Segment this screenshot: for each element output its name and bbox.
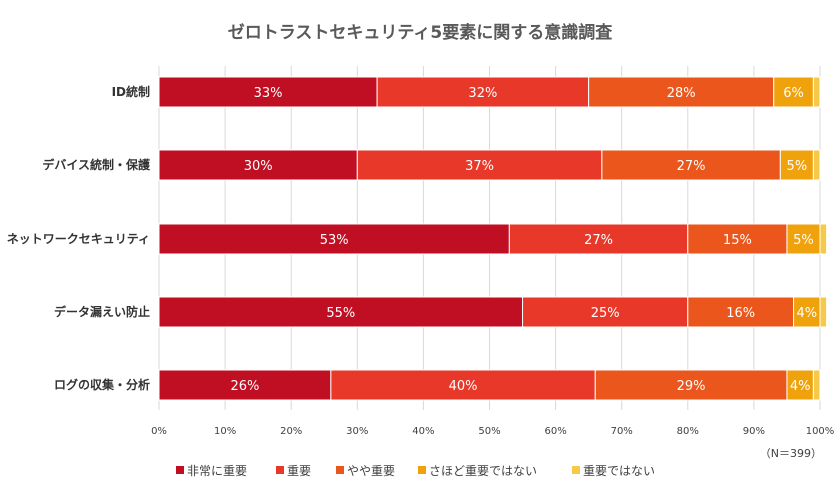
bar-segment xyxy=(812,76,821,108)
bar-segment xyxy=(687,296,795,328)
data-label: 37% xyxy=(465,159,494,174)
bar-segment xyxy=(812,369,821,401)
sample-size-note: （N＝399） xyxy=(760,447,822,460)
data-label: 53% xyxy=(320,233,349,248)
x-tick-label: 50% xyxy=(478,426,500,437)
x-tick-label: 10% xyxy=(214,426,236,437)
category-label: ネットワークセキュリティ xyxy=(7,232,150,246)
x-tick-label: 70% xyxy=(611,426,633,437)
data-label: 5% xyxy=(787,159,808,174)
bar-segment xyxy=(522,296,689,328)
bar-segment xyxy=(793,296,821,328)
x-tick-label: 20% xyxy=(280,426,302,437)
bar-segment xyxy=(786,223,821,255)
data-label: 27% xyxy=(677,159,706,174)
bar-segment xyxy=(356,149,603,181)
legend-label: やや重要 xyxy=(347,464,395,478)
x-tick-label: 80% xyxy=(677,426,699,437)
data-label: 16% xyxy=(726,306,755,321)
data-label: 5% xyxy=(793,233,814,248)
x-tick-label: 40% xyxy=(412,426,434,437)
bar-segment xyxy=(812,149,821,181)
bar-segment xyxy=(158,296,524,328)
category-label: データ漏えい防止 xyxy=(54,304,150,319)
legend-label: 重要 xyxy=(287,464,311,478)
data-label: 32% xyxy=(468,86,497,101)
data-label: 15% xyxy=(723,233,752,248)
data-label: 40% xyxy=(449,379,478,394)
bar-segment xyxy=(158,369,332,401)
x-axis-ticks: 0% 10% 20% 30% 40% 50% 60% 70% 80% 90% 100% xyxy=(151,426,834,437)
data-label: 4% xyxy=(796,306,817,321)
data-label: 25% xyxy=(591,306,620,321)
legend-swatch xyxy=(418,466,426,474)
x-tick-label: 30% xyxy=(346,426,368,437)
bar-segment xyxy=(330,369,596,401)
data-label: 4% xyxy=(790,379,811,394)
bar-segment xyxy=(687,223,788,255)
data-label: 28% xyxy=(667,86,696,101)
category-label: デバイス統制・保護 xyxy=(42,157,151,172)
x-tick-label: 60% xyxy=(544,426,566,437)
bar-segment xyxy=(508,223,689,255)
bar-segment xyxy=(819,296,828,328)
bar-segment xyxy=(158,76,378,108)
x-tick-label: 90% xyxy=(743,426,765,437)
x-tick-label: 100% xyxy=(806,426,835,437)
category-label: ログの収集・分析 xyxy=(54,377,150,392)
legend: 非常に重要 重要 やや重要 さほど重要ではない 重要ではない xyxy=(176,464,655,478)
bar-segment xyxy=(786,369,814,401)
legend-label: 非常に重要 xyxy=(187,464,247,478)
legend-label: 重要ではない xyxy=(583,464,655,478)
category-label: ID統制 xyxy=(112,84,150,99)
data-label: 27% xyxy=(584,233,613,248)
legend-swatch xyxy=(572,466,580,474)
bar-segment xyxy=(601,149,781,181)
legend-swatch xyxy=(336,466,344,474)
legend-swatch xyxy=(276,466,284,474)
bar-segment xyxy=(158,149,358,181)
legend-swatch xyxy=(176,466,184,474)
bar-segment xyxy=(819,223,828,255)
data-label: 55% xyxy=(326,306,355,321)
bar-segment xyxy=(376,76,590,108)
bar-segment xyxy=(594,369,788,401)
bar-segment xyxy=(158,223,510,255)
data-label: 30% xyxy=(244,159,273,174)
data-label: 6% xyxy=(783,86,804,101)
category-labels: ID統制デバイス統制・保護ネットワークセキュリティデータ漏えい防止ログの収集・分… xyxy=(7,84,151,392)
legend-label: さほど重要ではない xyxy=(429,464,537,478)
data-label: 33% xyxy=(254,86,283,101)
x-tick-label: 0% xyxy=(151,426,167,437)
data-label: 26% xyxy=(230,379,259,394)
bars: 33% 32% 28% 6% 30% 37% 27% 5% 53% 27% 15% 5% 55% 25% 1… xyxy=(158,76,828,401)
chart-title: ゼロトラストセキュリティ5要素に関する意識調査 xyxy=(228,22,613,43)
bar-segment xyxy=(773,76,814,108)
data-label: 29% xyxy=(677,379,706,394)
